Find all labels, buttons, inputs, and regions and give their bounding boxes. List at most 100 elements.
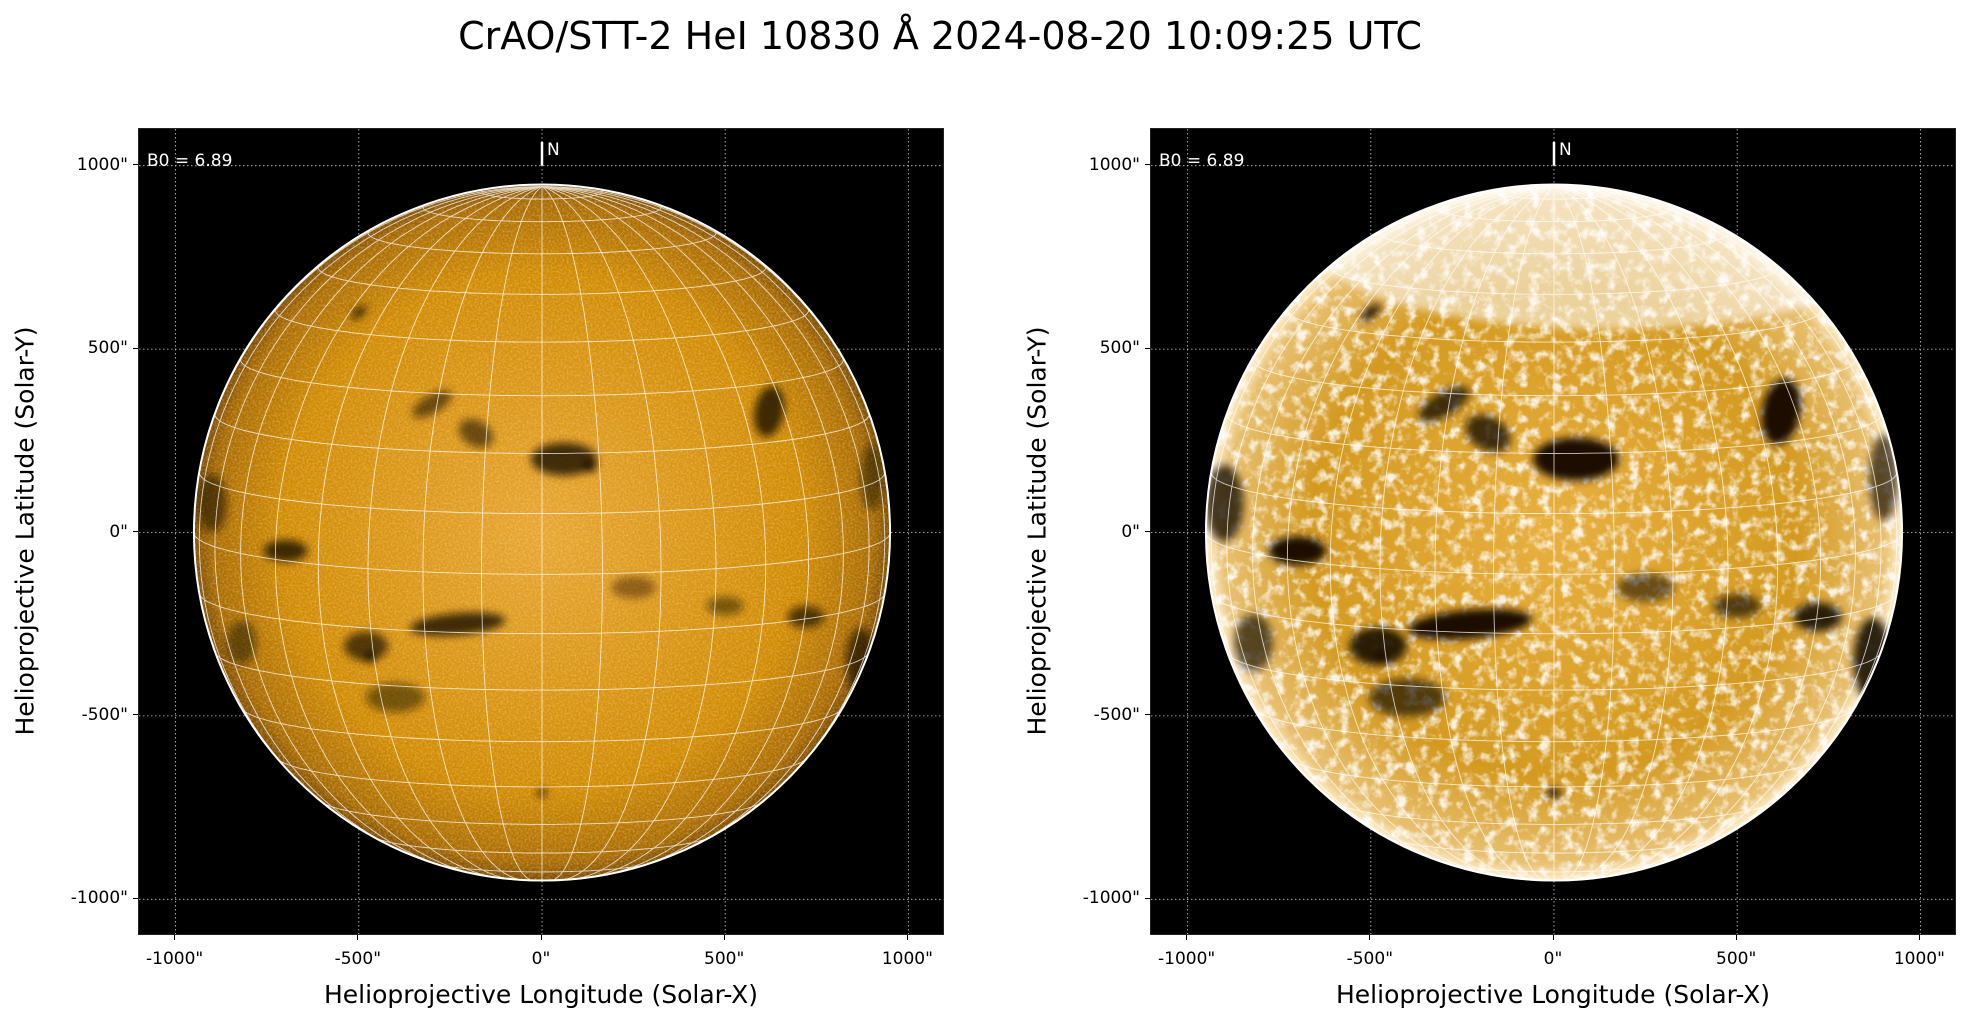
x-tick-mark xyxy=(906,935,908,940)
dark-filament xyxy=(263,539,308,562)
disk-texture xyxy=(193,184,891,881)
parallel-line xyxy=(214,412,870,454)
dark-filament xyxy=(1369,678,1446,717)
dark-filament xyxy=(410,612,506,636)
dark-filament xyxy=(1349,627,1407,666)
y-axis-label: Helioprojective Latitude (Solar-Y) xyxy=(1022,326,1052,736)
meridian-line xyxy=(1553,186,1674,882)
x-tick-mark xyxy=(1186,935,1188,940)
parallel-line xyxy=(1379,228,1729,255)
dark-filament xyxy=(1533,437,1619,481)
dark-filament xyxy=(1361,303,1381,321)
parallel-line xyxy=(1434,204,1674,223)
dark-filament xyxy=(611,576,656,599)
y-tick-label: -1000" xyxy=(70,888,128,909)
y-tick-mark xyxy=(1145,897,1150,899)
parallel-line xyxy=(372,836,712,854)
meridian-line xyxy=(541,186,844,874)
dark-filament xyxy=(787,605,825,628)
dark-filament xyxy=(458,419,494,448)
x-tick-label: -500" xyxy=(1346,949,1394,969)
meridian-line xyxy=(1379,186,1555,881)
meridian-line xyxy=(240,186,543,874)
meridian-line xyxy=(1553,186,1856,874)
y-tick-label: 1000" xyxy=(1088,154,1140,175)
parallel-line xyxy=(199,593,885,635)
parallel-line xyxy=(1227,653,1881,691)
figure-title: CrAO/STT-2 HeI 10830 Å 2024-08-20 10:09:… xyxy=(458,14,1422,58)
disk-texture xyxy=(1205,184,1903,881)
x-tick-label: 500" xyxy=(704,949,745,969)
x-tick-mark xyxy=(1552,935,1554,940)
dark-filament xyxy=(1205,465,1244,542)
meridian-line xyxy=(1553,186,1729,881)
solar-disk-plot-right: B0 = 6.89 N xyxy=(1150,128,1956,935)
meridian-line xyxy=(541,186,767,880)
parallel-line xyxy=(193,532,891,575)
parallel-line xyxy=(1211,593,1897,635)
meridian-line xyxy=(422,186,543,882)
dark-filament xyxy=(366,682,425,713)
parallel-line xyxy=(276,757,808,788)
y-tick-mark xyxy=(133,714,138,716)
dark-filament xyxy=(582,460,597,472)
parallel-line xyxy=(198,472,886,515)
parallel-line xyxy=(1493,190,1615,200)
dark-filament xyxy=(344,631,389,661)
parallel-line xyxy=(1329,263,1779,295)
dark-filament xyxy=(754,386,785,437)
parallel-line xyxy=(1210,472,1898,515)
dark-filament xyxy=(1418,386,1470,422)
parallel-line xyxy=(321,801,763,825)
meridian-line xyxy=(317,186,543,880)
parallel-line xyxy=(429,862,655,873)
solar-disk xyxy=(193,184,891,881)
solar-limb xyxy=(1204,183,1904,882)
y-tick-mark xyxy=(1145,531,1150,532)
x-tick-label: 500" xyxy=(1716,949,1757,969)
y-tick-label: -500" xyxy=(1093,704,1140,725)
y-tick-mark xyxy=(133,897,138,899)
meridian-line xyxy=(1553,186,1615,882)
b0-annotation: B0 = 6.89 xyxy=(147,151,233,171)
plot-area xyxy=(1151,129,1955,934)
x-tick-label: 0" xyxy=(531,949,551,969)
x-tick-mark xyxy=(723,935,725,940)
y-tick-label: 0" xyxy=(109,521,128,542)
parallel-line xyxy=(1205,532,1903,575)
x-axis-label: Helioprojective Longitude (Solar-X) xyxy=(323,980,759,1009)
meridian-line xyxy=(367,186,543,881)
meridian-line xyxy=(1553,186,1779,880)
y-tick-mark xyxy=(1145,164,1150,166)
dark-filament xyxy=(706,596,744,616)
dark-filament xyxy=(1268,536,1327,566)
meridian-line xyxy=(541,186,717,881)
dark-filament xyxy=(531,442,597,476)
x-tick-mark xyxy=(1369,935,1371,940)
x-tick-mark xyxy=(1735,935,1737,940)
x-tick-label: -1000" xyxy=(1158,949,1216,969)
plot-area xyxy=(139,129,943,934)
y-tick-label: 500" xyxy=(1099,338,1140,359)
dark-filament xyxy=(860,444,883,511)
meridian-line xyxy=(1493,186,1555,882)
dark-filament xyxy=(364,651,376,663)
y-tick-label: 0" xyxy=(1121,521,1140,542)
meridian-line xyxy=(541,186,603,882)
meridian-line xyxy=(1329,186,1555,880)
dark-filament xyxy=(1713,593,1761,618)
parallel-line xyxy=(1333,801,1775,825)
meridian-line xyxy=(1252,186,1555,874)
dark-filament xyxy=(412,390,452,418)
north-label: N xyxy=(1559,139,1572,160)
parallel-line xyxy=(1253,708,1855,743)
y-tick-label: 500" xyxy=(87,338,128,359)
parallel-line xyxy=(1384,836,1724,854)
x-tick-mark xyxy=(1918,935,1920,940)
y-tick-mark xyxy=(133,164,138,166)
parallel-line xyxy=(481,190,603,200)
dark-filament xyxy=(1853,618,1892,704)
dark-filament xyxy=(1793,602,1842,632)
dark-filament xyxy=(1617,573,1675,602)
x-tick-label: 1000" xyxy=(1893,949,1945,969)
